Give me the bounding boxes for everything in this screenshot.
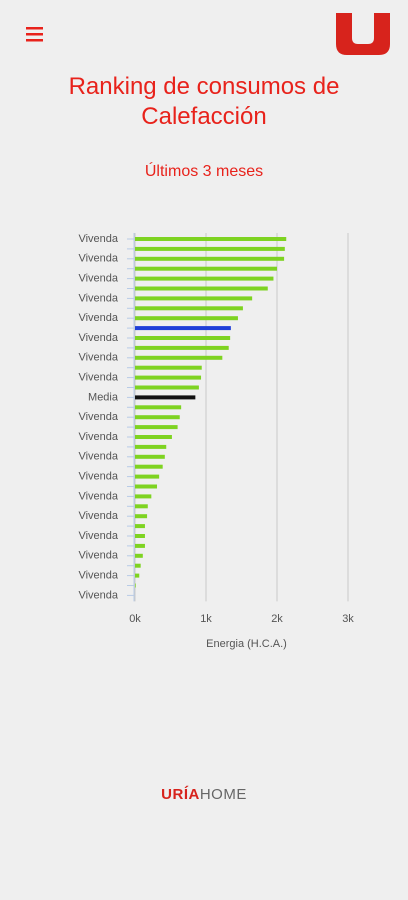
x-tick-label: 0k bbox=[129, 613, 141, 625]
bar bbox=[135, 444, 167, 449]
y-tick-label: Vivenda bbox=[78, 589, 118, 601]
top-bar bbox=[26, 13, 390, 55]
bar bbox=[135, 524, 145, 529]
bar bbox=[135, 553, 143, 558]
bar bbox=[135, 484, 158, 489]
y-tick-label: Vivenda bbox=[78, 352, 118, 364]
y-tick-label: Vivenda bbox=[78, 273, 118, 285]
bar bbox=[135, 256, 285, 261]
bar bbox=[135, 345, 229, 350]
logo bbox=[336, 13, 390, 55]
bar bbox=[135, 237, 287, 241]
bar bbox=[135, 543, 145, 548]
y-tick-label: Vivenda bbox=[78, 253, 118, 265]
bar bbox=[135, 296, 253, 301]
bar bbox=[135, 534, 145, 538]
y-tick-label: Vivenda bbox=[78, 550, 118, 562]
y-tick-label: Vivenda bbox=[78, 570, 118, 582]
y-tick-label: Vivenda bbox=[78, 451, 118, 463]
bar bbox=[135, 266, 277, 271]
page-title: Ranking de consumos de Calefacción bbox=[68, 73, 340, 130]
bar bbox=[135, 276, 274, 281]
brand: URÍA bbox=[161, 786, 200, 803]
bar bbox=[135, 464, 163, 469]
bar bbox=[135, 286, 268, 291]
bar bbox=[135, 246, 285, 251]
brand-suffix: HOME bbox=[199, 786, 247, 803]
y-tick-label: Vivenda bbox=[78, 490, 118, 502]
bar bbox=[135, 355, 223, 360]
bar bbox=[135, 435, 172, 439]
y-tick-label: Vivenda bbox=[78, 510, 118, 522]
bar bbox=[135, 316, 238, 321]
footer-brand: URÍAHOME bbox=[0, 786, 408, 803]
bar bbox=[135, 514, 148, 519]
y-tick-label: Vivenda bbox=[78, 471, 118, 483]
bar bbox=[135, 306, 243, 311]
menu-button[interactable] bbox=[26, 27, 43, 42]
page-subtitle: Últimos 3 meses bbox=[144, 163, 264, 180]
bar bbox=[135, 405, 182, 410]
bar bbox=[135, 365, 202, 370]
y-tick-label: Vivenda bbox=[78, 372, 118, 384]
y-tick-label: Vivenda bbox=[78, 332, 118, 344]
bar bbox=[135, 474, 160, 479]
bar bbox=[135, 454, 165, 459]
bar bbox=[135, 494, 152, 499]
bar bbox=[135, 583, 136, 588]
bar bbox=[135, 336, 231, 340]
bar bbox=[135, 385, 199, 390]
x-tick-label: 1k bbox=[200, 613, 212, 625]
y-tick-label: Media bbox=[88, 391, 119, 403]
y-tick-label: Vivenda bbox=[78, 312, 118, 324]
x-tick-label: 2k bbox=[271, 613, 283, 625]
y-tick-label: Vivenda bbox=[78, 530, 118, 542]
bar bbox=[135, 395, 196, 400]
ranking-chart: 0k 1k 2k 3k Energia (H.C.A.) Vivenda Vivenda Vi… bbox=[78, 233, 354, 650]
bar bbox=[135, 326, 231, 331]
y-tick-label: Vivenda bbox=[78, 431, 118, 443]
bar bbox=[135, 504, 148, 509]
bar bbox=[135, 573, 140, 578]
x-axis-title: Energia (H.C.A.) bbox=[206, 638, 287, 650]
y-tick-label: Vivenda bbox=[78, 411, 118, 423]
bar bbox=[135, 375, 202, 380]
bar bbox=[135, 563, 141, 568]
bar bbox=[135, 425, 178, 430]
y-tick-label: Vivenda bbox=[78, 292, 118, 304]
x-tick-label: 3k bbox=[342, 613, 354, 625]
y-tick-label: Vivenda bbox=[78, 233, 118, 245]
bar bbox=[135, 415, 180, 420]
